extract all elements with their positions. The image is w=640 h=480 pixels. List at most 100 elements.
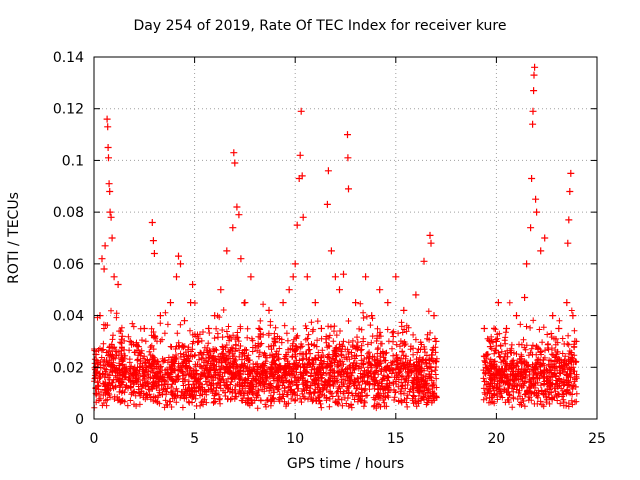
data-point [126, 337, 134, 345]
data-point [235, 211, 243, 219]
data-point [107, 213, 115, 221]
plot-frame [93, 56, 598, 420]
data-point [299, 213, 307, 221]
data-point [530, 87, 538, 95]
data-point [565, 216, 573, 224]
x-tick-label: 5 [190, 431, 199, 447]
data-point [140, 325, 148, 332]
data-point [486, 343, 494, 351]
data-point [265, 306, 273, 314]
data-point [156, 312, 164, 320]
data-point [521, 294, 529, 301]
dense-point-cloud [91, 299, 580, 412]
y-tick-label: 0.08 [53, 205, 84, 221]
data-point [105, 154, 112, 162]
data-point [368, 312, 376, 320]
axis-ticks: 0 5 10 15 20 25 0 0.02 0.04 0.06 0.08 0.1 0.12 0.14 [53, 50, 606, 447]
data-point [323, 200, 331, 208]
data-point [148, 219, 156, 226]
data-point [134, 343, 142, 351]
data-point [103, 115, 111, 123]
y-tick-label: 0.06 [53, 257, 84, 273]
data-point [531, 63, 539, 71]
data-point [533, 208, 541, 216]
data-point [528, 175, 536, 182]
data-point [229, 224, 237, 232]
data-point [376, 286, 384, 294]
data-point [412, 291, 420, 299]
data-point [571, 337, 579, 345]
y-tick-label: 0.04 [53, 309, 84, 325]
data-point [529, 107, 537, 115]
data-point [340, 270, 347, 278]
data-point [529, 120, 537, 128]
grid-lines [94, 57, 597, 419]
data-point [175, 252, 182, 260]
data-point [118, 332, 126, 340]
data-point [108, 234, 116, 242]
data-point [217, 286, 225, 294]
data-point [331, 273, 339, 281]
data-point [297, 107, 305, 115]
data-point [567, 169, 575, 177]
data-point [541, 234, 549, 242]
data-point [523, 260, 531, 268]
data-point [527, 224, 535, 232]
data-point [532, 195, 540, 203]
data-point [271, 337, 279, 345]
data-point [336, 286, 343, 294]
data-point [563, 299, 571, 307]
data-point [324, 167, 332, 175]
y-tick-label: 0.14 [53, 50, 84, 66]
data-point [362, 273, 370, 281]
data-point [237, 255, 245, 263]
data-point [167, 299, 174, 307]
data-point [298, 172, 306, 180]
data-point [106, 188, 114, 195]
data-point [255, 325, 263, 332]
data-point [104, 123, 112, 131]
data-point [317, 325, 325, 332]
data-point [344, 154, 352, 162]
data-point [293, 221, 301, 229]
data-point [223, 247, 231, 255]
data-point [327, 247, 335, 255]
data-point [195, 337, 203, 345]
y-axis-label: ROTI / TECUs [6, 192, 22, 284]
data-point [100, 265, 108, 273]
data-point [344, 131, 351, 139]
data-point [150, 250, 158, 257]
y-tick-label: 0.02 [53, 360, 84, 376]
data-point [177, 260, 184, 268]
data-point [426, 231, 434, 239]
data-points [92, 63, 579, 358]
data-point [392, 273, 400, 281]
data-point [303, 273, 311, 281]
y-tick-label: 0.1 [62, 153, 84, 169]
data-point [149, 237, 157, 245]
dense-markers [91, 299, 580, 412]
data-point [569, 312, 577, 320]
data-point [101, 242, 109, 250]
y-tick-label: 0.12 [53, 102, 84, 118]
data-point [230, 149, 238, 157]
data-point [420, 257, 428, 265]
data-point [345, 185, 352, 193]
data-point [291, 260, 299, 268]
x-tick-label: 25 [588, 431, 606, 447]
data-point [311, 299, 319, 307]
data-point [233, 203, 241, 211]
data-point [106, 208, 114, 216]
data-point [110, 273, 118, 281]
data-point [247, 273, 255, 281]
data-point [98, 255, 106, 263]
data-point [189, 281, 197, 288]
data-point [555, 325, 563, 332]
data-point [400, 306, 408, 314]
chart-title: Day 254 of 2019, Rate Of TEC Index for r… [133, 18, 507, 34]
data-point [513, 312, 520, 320]
data-point [564, 239, 572, 247]
data-point [492, 337, 500, 345]
data-point [205, 325, 213, 332]
